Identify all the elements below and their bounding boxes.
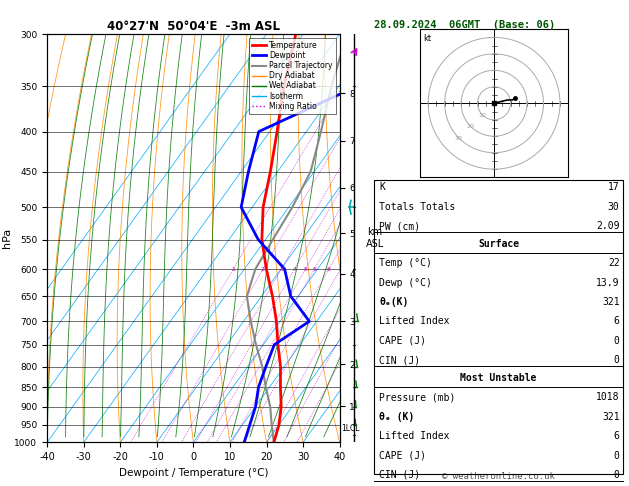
Text: 1LCL: 1LCL <box>341 424 359 433</box>
Text: 8: 8 <box>327 266 331 272</box>
Text: 321: 321 <box>602 297 620 307</box>
Text: Totals Totals: Totals Totals <box>379 202 455 212</box>
Text: θₑ (K): θₑ (K) <box>379 412 415 422</box>
Text: Lifted Index: Lifted Index <box>379 431 450 441</box>
Text: 10: 10 <box>478 113 486 118</box>
Title: 40°27'N  50°04'E  -3m ASL: 40°27'N 50°04'E -3m ASL <box>107 20 280 33</box>
Text: 1018: 1018 <box>596 392 620 402</box>
Text: 6: 6 <box>614 431 620 441</box>
Text: CIN (J): CIN (J) <box>379 470 420 480</box>
Text: © weatheronline.co.uk: © weatheronline.co.uk <box>442 472 555 481</box>
Text: 0: 0 <box>614 451 620 461</box>
Text: CAPE (J): CAPE (J) <box>379 451 426 461</box>
Legend: Temperature, Dewpoint, Parcel Trajectory, Dry Adiabat, Wet Adiabat, Isotherm, Mi: Temperature, Dewpoint, Parcel Trajectory… <box>250 38 336 114</box>
Text: 6: 6 <box>313 266 316 272</box>
Text: 3: 3 <box>279 266 283 272</box>
X-axis label: Dewpoint / Temperature (°C): Dewpoint / Temperature (°C) <box>119 468 268 478</box>
Text: Pressure (mb): Pressure (mb) <box>379 392 455 402</box>
Text: K: K <box>379 182 385 192</box>
Text: 1: 1 <box>231 266 235 272</box>
Text: Dewp (°C): Dewp (°C) <box>379 278 432 288</box>
Text: kt: kt <box>423 34 431 43</box>
Text: PW (cm): PW (cm) <box>379 221 420 231</box>
Text: 4: 4 <box>292 266 297 272</box>
Text: CIN (J): CIN (J) <box>379 355 420 365</box>
Text: 0: 0 <box>614 470 620 480</box>
Text: 321: 321 <box>602 412 620 422</box>
Text: Most Unstable: Most Unstable <box>460 373 537 383</box>
Text: 2.09: 2.09 <box>596 221 620 231</box>
Text: 0: 0 <box>614 336 620 346</box>
Text: Lifted Index: Lifted Index <box>379 316 450 327</box>
Text: 30: 30 <box>608 202 620 212</box>
Text: Surface: Surface <box>478 239 519 249</box>
Text: 20: 20 <box>467 124 474 129</box>
Text: 13.9: 13.9 <box>596 278 620 288</box>
Text: θₑ(K): θₑ(K) <box>379 297 409 307</box>
Text: 2: 2 <box>261 266 265 272</box>
Text: 6: 6 <box>614 316 620 327</box>
Text: CAPE (J): CAPE (J) <box>379 336 426 346</box>
Text: 30: 30 <box>455 137 462 141</box>
Text: 0: 0 <box>614 355 620 365</box>
Y-axis label: hPa: hPa <box>2 228 12 248</box>
Text: 28.09.2024  06GMT  (Base: 06): 28.09.2024 06GMT (Base: 06) <box>374 20 555 31</box>
Text: 17: 17 <box>608 182 620 192</box>
Text: Temp (°C): Temp (°C) <box>379 258 432 268</box>
Y-axis label: km
ASL: km ASL <box>365 227 384 249</box>
Text: 22: 22 <box>608 258 620 268</box>
Text: 5: 5 <box>303 266 308 272</box>
